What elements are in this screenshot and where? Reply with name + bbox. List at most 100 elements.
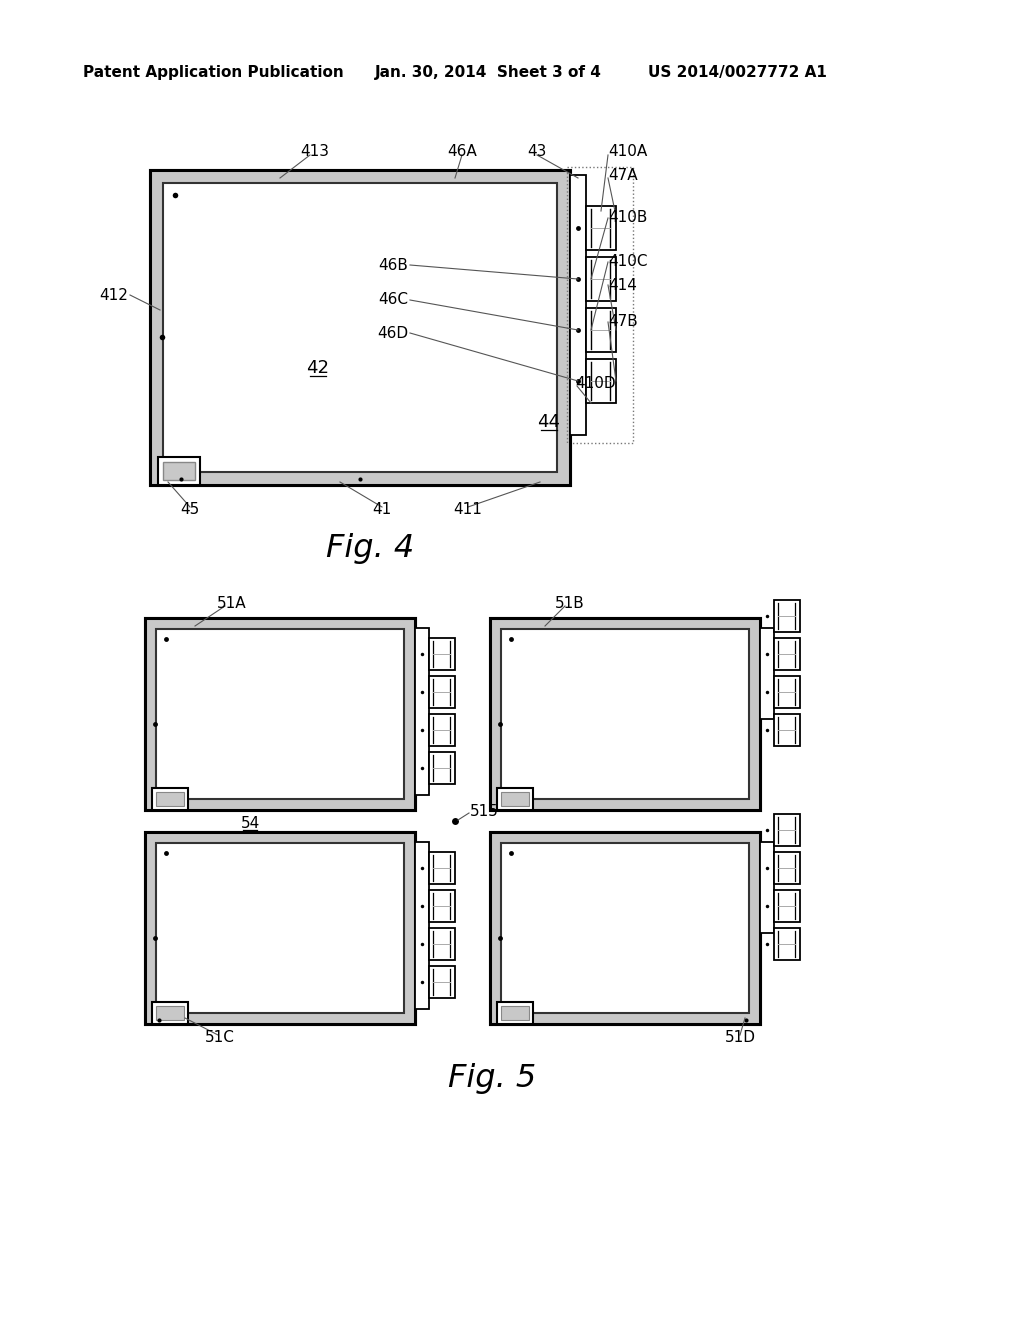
Bar xyxy=(774,814,800,846)
Bar xyxy=(749,832,760,1024)
Bar xyxy=(145,618,415,630)
Text: 47A: 47A xyxy=(608,168,638,182)
Bar xyxy=(145,618,415,810)
Bar xyxy=(150,170,570,484)
Bar xyxy=(490,618,501,810)
Bar xyxy=(567,168,633,444)
Bar xyxy=(490,1012,760,1024)
Bar xyxy=(497,788,534,810)
Bar xyxy=(586,206,616,249)
Bar xyxy=(156,843,404,1012)
Bar xyxy=(145,832,415,843)
Text: 46D: 46D xyxy=(377,326,408,341)
Bar xyxy=(490,832,760,1024)
Bar xyxy=(774,928,800,960)
Bar xyxy=(429,714,455,746)
Bar xyxy=(404,832,415,1024)
Bar xyxy=(490,832,760,843)
Text: 410A: 410A xyxy=(608,144,647,160)
Bar xyxy=(152,1002,188,1024)
Text: Jan. 30, 2014  Sheet 3 of 4: Jan. 30, 2014 Sheet 3 of 4 xyxy=(375,66,602,81)
Bar xyxy=(749,618,760,810)
Bar xyxy=(760,628,774,719)
Text: 410B: 410B xyxy=(608,210,647,226)
Bar xyxy=(404,618,415,810)
Bar xyxy=(163,462,195,480)
Bar xyxy=(490,832,760,1024)
Text: 54: 54 xyxy=(241,816,260,830)
Bar xyxy=(490,618,760,630)
Bar xyxy=(774,601,800,632)
Bar xyxy=(163,183,557,473)
Bar xyxy=(429,638,455,671)
Bar xyxy=(490,799,760,810)
Bar xyxy=(774,638,800,671)
Bar xyxy=(429,752,455,784)
Text: 42: 42 xyxy=(306,359,330,378)
Bar xyxy=(429,851,455,884)
Bar xyxy=(774,714,800,746)
Text: 411: 411 xyxy=(454,503,482,517)
Bar xyxy=(145,618,415,810)
Text: 410D: 410D xyxy=(575,375,615,391)
Bar xyxy=(497,1002,534,1024)
Bar xyxy=(145,832,415,1024)
Text: 43: 43 xyxy=(527,144,547,160)
Bar xyxy=(490,832,501,1024)
Text: 51B: 51B xyxy=(555,595,585,610)
Text: 45: 45 xyxy=(180,503,200,517)
Bar xyxy=(429,890,455,921)
Bar xyxy=(415,842,429,1008)
Text: US 2014/0027772 A1: US 2014/0027772 A1 xyxy=(648,66,826,81)
Bar xyxy=(501,792,529,807)
Bar xyxy=(156,630,404,799)
Bar xyxy=(557,170,570,484)
Bar xyxy=(145,799,415,810)
Bar xyxy=(501,630,749,799)
Bar xyxy=(158,457,200,484)
Text: 51A: 51A xyxy=(217,595,247,610)
Text: Fig. 5: Fig. 5 xyxy=(447,1064,537,1094)
Bar xyxy=(501,1006,529,1020)
Bar xyxy=(150,170,570,484)
Bar xyxy=(415,628,429,795)
Bar xyxy=(145,618,156,810)
Bar xyxy=(490,618,760,810)
Text: 41: 41 xyxy=(373,503,391,517)
Text: 410C: 410C xyxy=(608,255,647,269)
Bar xyxy=(150,473,570,484)
Text: 51D: 51D xyxy=(725,1031,756,1045)
Bar xyxy=(774,890,800,921)
Bar xyxy=(145,1012,415,1024)
Bar xyxy=(570,176,586,436)
Text: Patent Application Publication: Patent Application Publication xyxy=(83,66,344,81)
Bar xyxy=(774,676,800,708)
Text: 44: 44 xyxy=(538,413,560,432)
Bar xyxy=(586,359,616,403)
Bar xyxy=(429,928,455,960)
Bar xyxy=(501,843,749,1012)
Bar xyxy=(163,183,557,473)
Bar xyxy=(150,170,570,183)
Text: 51C: 51C xyxy=(205,1031,234,1045)
Bar xyxy=(145,832,415,1024)
Bar xyxy=(152,788,188,810)
Text: 46A: 46A xyxy=(447,144,477,160)
Bar xyxy=(501,843,749,1012)
Bar xyxy=(586,308,616,352)
Bar xyxy=(156,792,184,807)
Bar xyxy=(774,851,800,884)
Bar xyxy=(490,618,760,810)
Bar xyxy=(150,170,163,484)
Bar xyxy=(429,966,455,998)
Text: 515: 515 xyxy=(470,804,499,818)
Bar xyxy=(586,257,616,301)
Bar xyxy=(145,832,156,1024)
Text: 413: 413 xyxy=(300,144,330,160)
Bar xyxy=(760,842,774,933)
Text: 414: 414 xyxy=(608,277,637,293)
Text: 46B: 46B xyxy=(378,257,408,272)
Bar xyxy=(156,843,404,1012)
Text: 47B: 47B xyxy=(608,314,638,330)
Text: 412: 412 xyxy=(99,288,128,302)
